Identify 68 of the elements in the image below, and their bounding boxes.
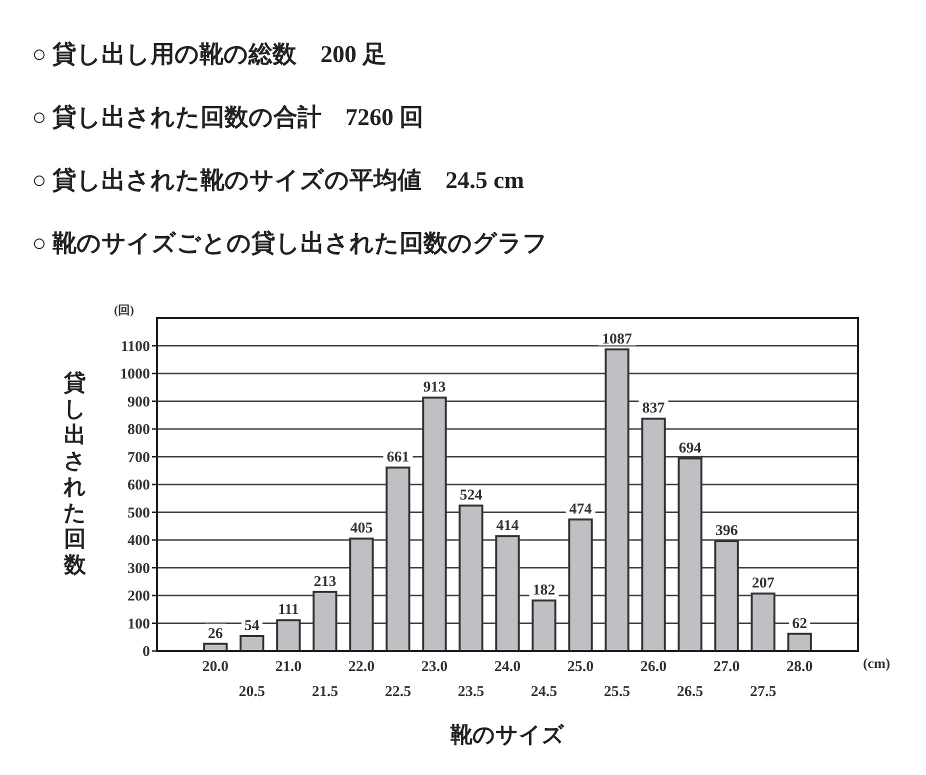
x-tick-label: 23.5 [458,684,484,700]
data-label: 182 [532,582,556,598]
data-label: 26 [208,626,224,642]
y-tick-label: 1000 [120,366,150,382]
x-tick-label: 27.0 [713,659,740,675]
text: ○ 靴のサイズごとの貸し出された回数のグラフ [32,230,548,257]
x-tick-label: 22.0 [348,659,375,675]
data-label: 524 [460,488,483,504]
text: ○ 貸し出された回数の合計 7260 回 [32,104,424,131]
y-tick-label: 800 [128,422,150,438]
bar [568,518,593,652]
x-tick-label: 26.0 [640,659,667,675]
y-tick-label: 1100 [120,338,150,355]
data-label: 1087 [602,331,633,348]
bar [604,348,630,652]
y-tick-label: 500 [128,505,150,522]
data-label: 913 [423,380,446,396]
data-label: 62 [792,616,808,632]
x-tick-label: 25.0 [567,659,594,675]
x-tick-label: 20.0 [202,659,229,675]
y-tick-label: 400 [128,533,150,549]
x-tick-label: 22.5 [384,684,412,700]
y-tick-label: 700 [128,450,150,466]
y-tick-label: 100 [128,616,150,632]
y-tick-label: 300 [128,560,150,577]
x-tick-label: 28.0 [786,659,813,675]
y-axis-title: 貸し出された回数 [62,370,87,577]
bar [750,592,776,652]
x-tick-label: 24.5 [530,684,558,700]
data-label: 414 [496,518,520,534]
bar [495,535,520,652]
x-tick-label: 20.5 [238,684,266,700]
y-tick-label: 0 [142,644,150,660]
bar [532,599,556,652]
bar [458,504,484,652]
x-tick-label: 27.5 [750,684,776,700]
data-label: 694 [678,440,702,456]
data-label: 396 [715,523,738,540]
data-label: 111 [278,602,299,618]
text: (cm) [863,657,891,672]
text: ○ 貸し出し用の靴の総数 200 足 [32,41,386,68]
bar [678,457,702,652]
bar [312,590,338,652]
y-tick-label: 600 [128,478,150,494]
data-label: 837 [642,400,666,417]
x-tick-label: 23.0 [421,659,448,675]
y-tick-label: 900 [128,394,150,410]
x-tick-label: 25.5 [604,684,630,700]
bar [349,538,374,652]
text: ○ 貸し出された靴のサイズの平均値 24.5 cm [32,167,524,194]
x-axis-title: 靴のサイズ [450,722,564,747]
data-label: 474 [569,501,592,518]
x-tick-label: 21.5 [312,684,338,700]
bar [276,619,301,652]
bar [422,396,447,652]
x-tick-label: 21.0 [275,659,302,675]
data-label: 207 [752,576,775,592]
y-tick-label: 200 [128,588,150,604]
bar [386,466,410,652]
bar [641,418,666,652]
data-label: 661 [386,450,410,466]
data-label: 213 [314,574,336,590]
text: (回) [114,303,134,317]
data-label: 54 [244,618,260,634]
x-tick-label: 24.0 [494,659,521,675]
bar [714,540,739,652]
data-label: 405 [350,520,373,537]
x-tick-label: 26.5 [676,684,704,700]
